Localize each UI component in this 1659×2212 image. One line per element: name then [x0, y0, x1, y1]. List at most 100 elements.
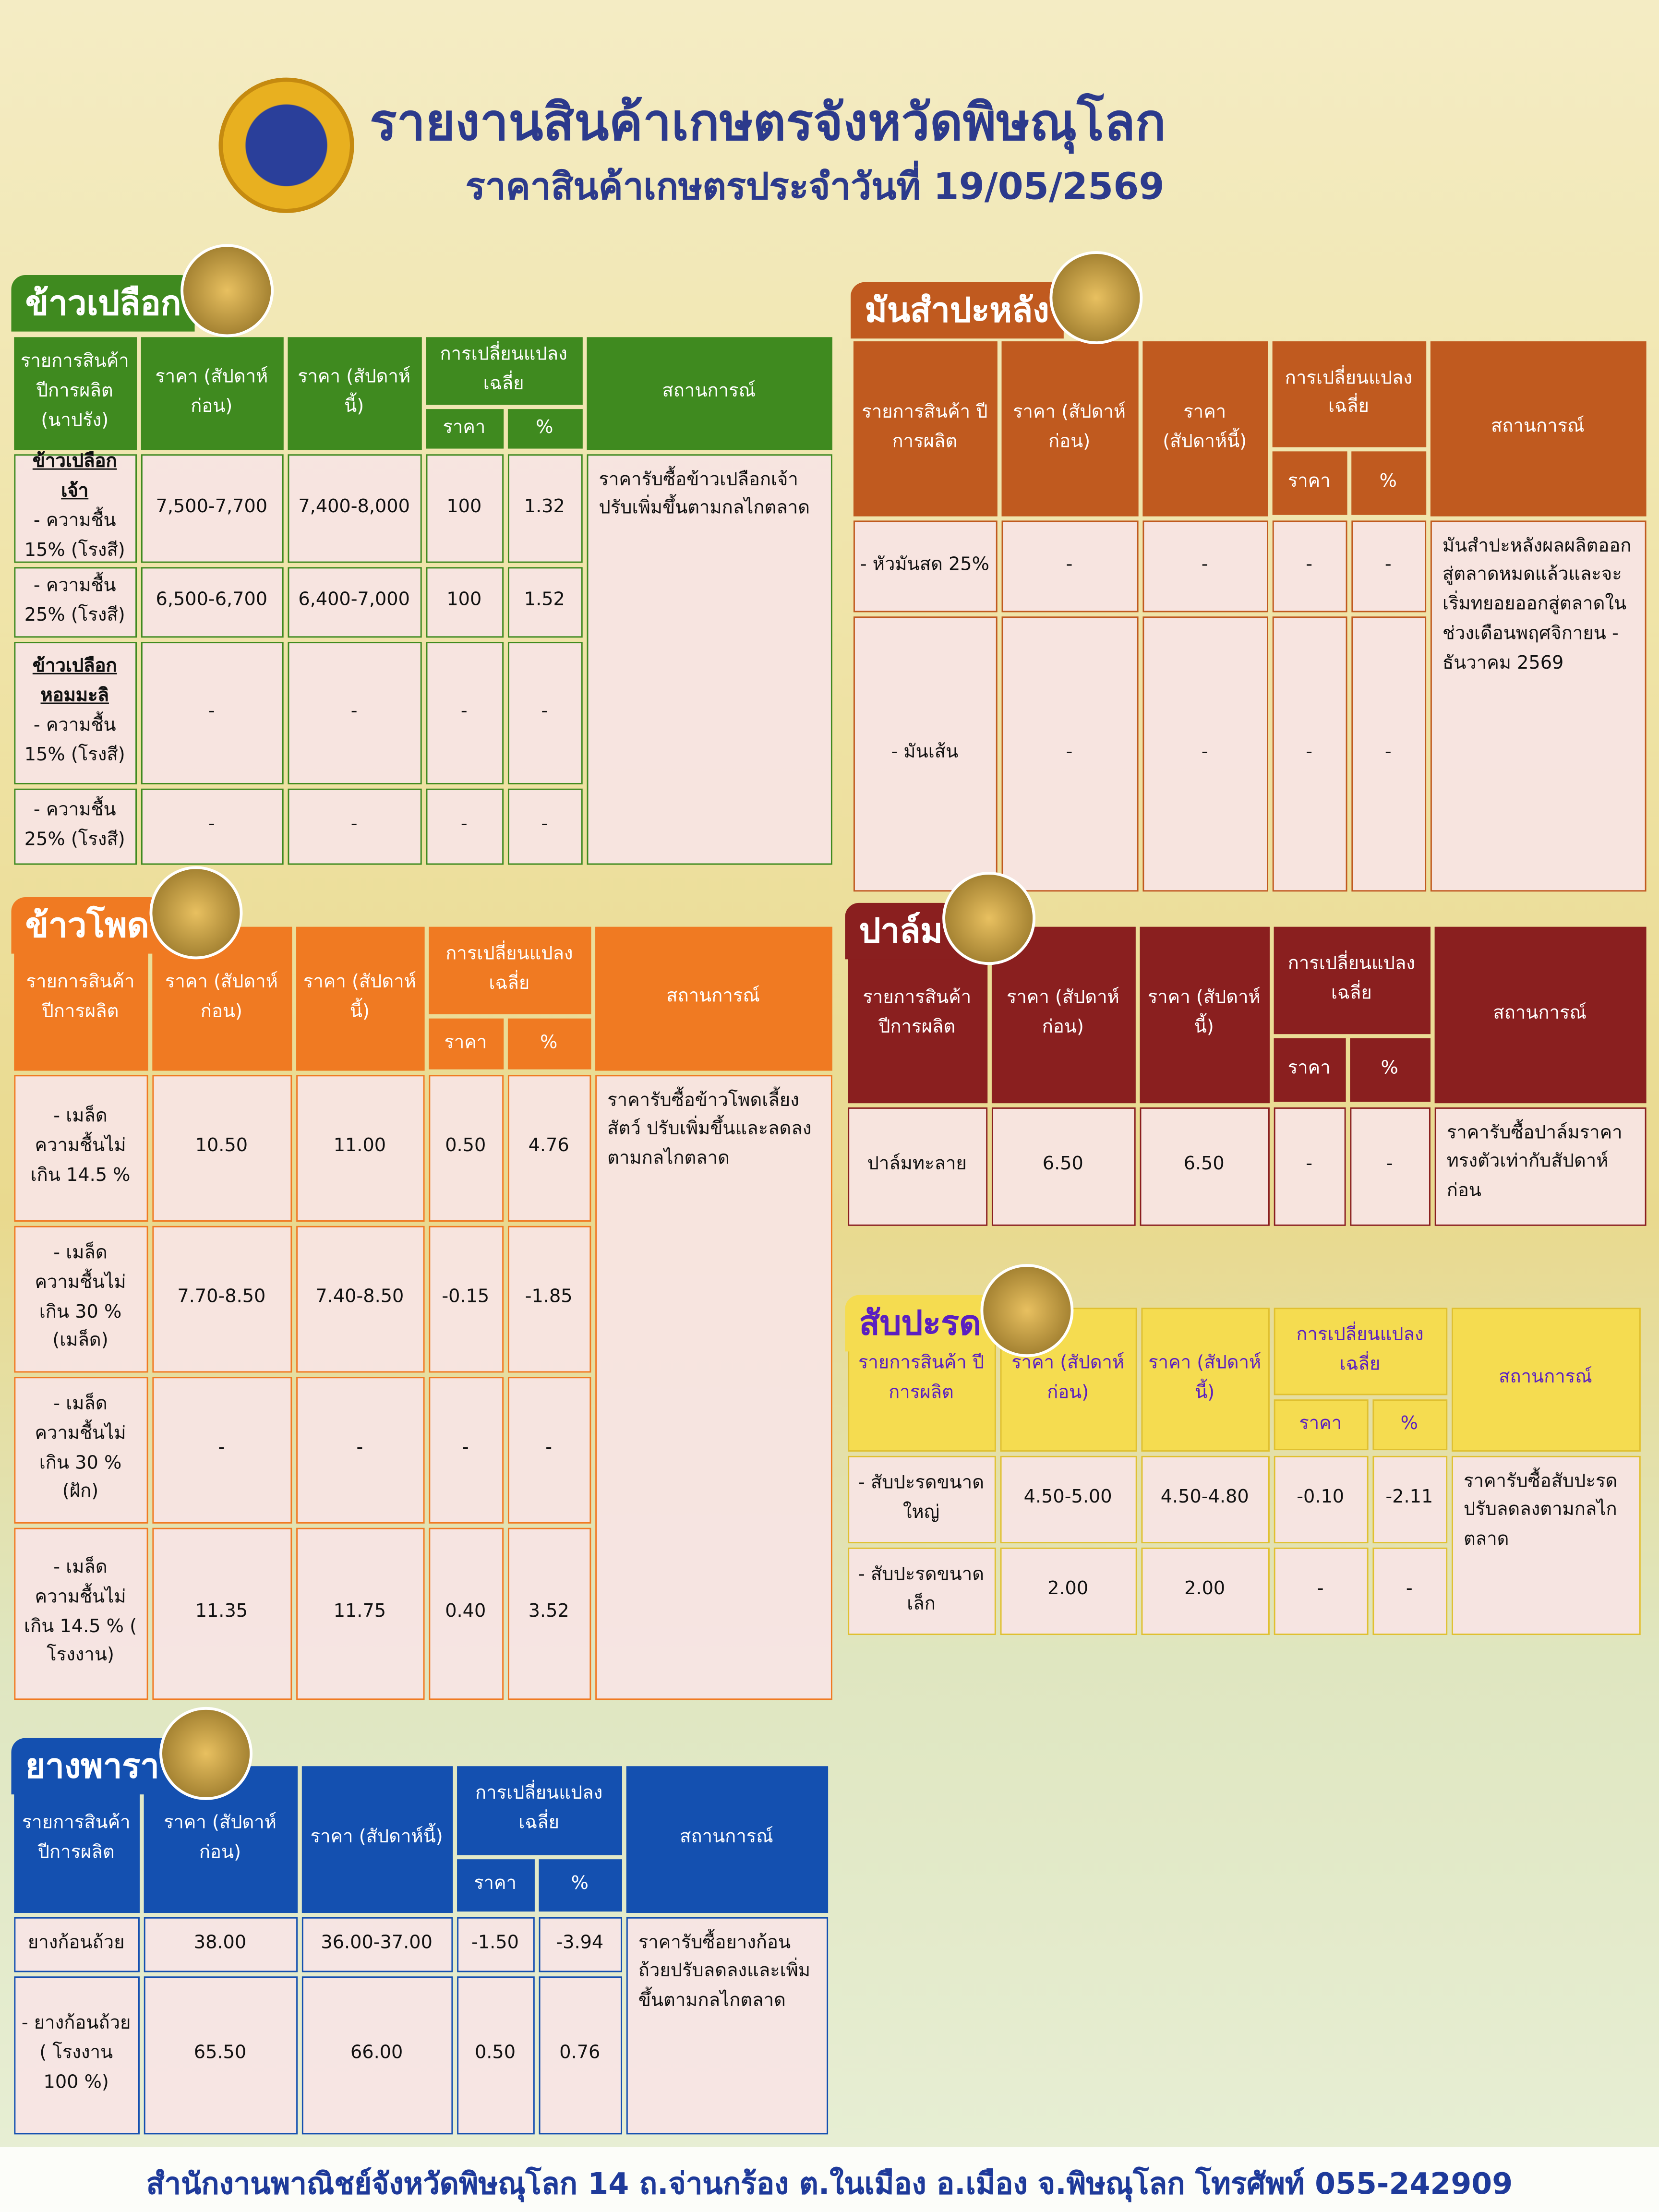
item-cell: - หัวมันสด 25% — [853, 519, 997, 612]
current-price: 36.00-37.00 — [301, 1916, 452, 1972]
prev-price: 2.00 — [999, 1547, 1137, 1635]
item-group: ข้าวเปลือกหอมมะลิ — [32, 656, 117, 707]
header-now: ราคา (สัปดาห์นี้) — [1142, 340, 1268, 516]
header-pct: % — [1350, 452, 1426, 516]
header-change: การเปลี่ยนแปลงเฉลี่ย — [428, 926, 590, 1014]
header-now: ราคา (สัปดาห์นี้) — [301, 1765, 452, 1912]
section-photo — [942, 872, 1036, 965]
item-cell: - ความชื้น 25% (โรงสี) — [13, 788, 136, 865]
item-cell: - ความชื้น 25% (โรงสี) — [13, 566, 136, 637]
item-name: - เมล็ดความชื้นไม่เกิน 30 % (ฝัก) — [35, 1394, 126, 1503]
change-price: - — [1272, 519, 1347, 612]
current-price: - — [287, 788, 421, 865]
prev-price: 65.50 — [143, 1975, 297, 2134]
item-cell: - เมล็ดความชื้นไม่เกิน 30 % (เมล็ด) — [13, 1225, 148, 1372]
change-pct: - — [1371, 1547, 1447, 1635]
prev-price: - — [140, 641, 283, 784]
header-price: ราคา — [428, 1018, 503, 1070]
header-now: ราคา (สัปดาห์นี้) — [1141, 1307, 1269, 1451]
change-pct: 1.52 — [507, 566, 582, 637]
section-photo — [159, 1707, 252, 1800]
header-situation: สถานการณ์ — [586, 336, 832, 450]
prev-price: - — [151, 1376, 291, 1523]
current-price: 6,400-7,000 — [287, 566, 421, 637]
situation: มันสำปะหลังผลผลิตออกสู่ตลาดหมดแล้วและจะเ… — [1430, 519, 1646, 891]
change-price: - — [1273, 1547, 1368, 1635]
change-price: - — [425, 788, 503, 865]
item-name: - ยางก้อนถ้วย ( โรงงาน 100 %) — [21, 2013, 131, 2093]
header-item: รายการสินค้า ปีการผลิต (นาปรัง) — [13, 336, 136, 450]
item-name: ปาล์มทะลาย — [867, 1154, 967, 1176]
header-situation: สถานการณ์ — [1451, 1307, 1640, 1451]
situation: ราคารับซื้อสับปะรดปรับลดลงตามกลไกตลาด — [1451, 1455, 1640, 1635]
item-name: ยางก้อนถ้วย — [27, 1932, 125, 1954]
change-pct: -2.11 — [1371, 1455, 1447, 1543]
title: รายงานสินค้าเกษตรจังหวัดพิษณุโลก — [369, 94, 1166, 153]
change-pct: 0.76 — [538, 1975, 622, 2134]
prev-price: 6,500-6,700 — [140, 566, 283, 637]
subtitle: ราคาสินค้าเกษตรประจำวันที่ 19/05/2569 — [465, 166, 1165, 209]
section-photo — [1049, 251, 1142, 345]
prev-price: 4.50-5.00 — [999, 1455, 1137, 1543]
header-now: ราคา (สัปดาห์นี้) — [287, 336, 421, 450]
header-price: ราคา — [1273, 1038, 1346, 1103]
item-name: - ความชื้น 25% (โรงสี) — [24, 575, 125, 626]
logo — [218, 77, 354, 213]
current-price: - — [287, 641, 421, 784]
change-pct: - — [1349, 1106, 1430, 1226]
change-price: 0.50 — [428, 1074, 503, 1221]
header-pct: % — [1371, 1399, 1447, 1451]
item-name: - เมล็ดความชื้นไม่เกิน 30 % (เมล็ด) — [35, 1242, 126, 1352]
change-pct: 4.76 — [507, 1074, 590, 1221]
current-price: 4.50-4.80 — [1141, 1455, 1269, 1543]
item-name: - มันเส้น — [891, 741, 959, 763]
change-price: - — [428, 1376, 503, 1523]
section-title: ข้าวเปลือก — [11, 275, 195, 332]
current-price: 11.75 — [295, 1527, 424, 1699]
item-name: - เมล็ดความชื้นไม่เกิน 14.5 % ( โรงงาน) — [24, 1557, 137, 1667]
section-title: มันสำปะหลัง — [851, 282, 1064, 339]
change-pct: - — [507, 1376, 590, 1523]
header-pct: % — [538, 1859, 622, 1912]
prev-price: - — [1001, 519, 1138, 612]
item-cell: - เมล็ดความชื้นไม่เกิน 14.5 % ( โรงงาน) — [13, 1527, 148, 1699]
change-price: - — [1273, 1106, 1346, 1226]
change-pct: -3.94 — [538, 1916, 622, 1972]
current-price: - — [295, 1376, 424, 1523]
header-pct: % — [1349, 1038, 1430, 1103]
change-pct: - — [1350, 615, 1426, 891]
header-change: การเปลี่ยนแปลงเฉลี่ย — [425, 336, 582, 405]
item-cell: - ยางก้อนถ้วย ( โรงงาน 100 %) — [13, 1975, 139, 2134]
header-prev: ราคา (สัปดาห์ก่อน) — [991, 926, 1135, 1103]
header-price: ราคา — [1272, 452, 1347, 516]
change-pct: - — [1350, 519, 1426, 612]
current-price: 6.50 — [1139, 1106, 1269, 1226]
header-change: การเปลี่ยนแปลงเฉลี่ย — [1272, 340, 1426, 448]
change-pct: 1.32 — [507, 453, 582, 563]
situation: ราคารับซื้อยางก้อนถ้วยปรับลดลงและเพิ่มขึ… — [625, 1916, 828, 2134]
header-prev: ราคา (สัปดาห์ก่อน) — [1001, 340, 1138, 516]
item-cell: ปาล์มทะลาย — [847, 1106, 987, 1226]
header-price: ราคา — [456, 1859, 534, 1912]
header-pct: % — [507, 1018, 590, 1070]
item-group: ข้าวเปลือกเจ้า — [32, 452, 117, 503]
header-situation: สถานการณ์ — [594, 926, 832, 1070]
item-cell: - เมล็ดความชื้นไม่เกิน 14.5 % — [13, 1074, 148, 1221]
change-price: 0.50 — [456, 1975, 534, 2134]
header-situation: สถานการณ์ — [1434, 926, 1646, 1103]
prev-price: 7,500-7,700 — [140, 453, 283, 563]
prev-price: - — [1001, 615, 1138, 891]
current-price: - — [1142, 519, 1268, 612]
change-price: 0.40 — [428, 1527, 503, 1699]
situation: ราคารับซื้อปาล์มราคาทรงตัวเท่ากับสัปดาห์… — [1434, 1106, 1646, 1226]
change-pct: -1.85 — [507, 1225, 590, 1372]
item-cell: ข้าวเปลือกหอมมะลิ - ความชื้น 15% (โรงสี) — [13, 641, 136, 784]
section-title: ข้าวโพด — [11, 897, 163, 954]
prev-price: 7.70-8.50 — [151, 1225, 291, 1372]
change-pct: - — [507, 641, 582, 784]
item-name: - หัวมันสด 25% — [860, 553, 989, 575]
item-name: - สับปะรดขนาดเล็ก — [858, 1564, 985, 1615]
change-price: -1.50 — [456, 1916, 534, 1972]
header-now: ราคา (สัปดาห์นี้) — [295, 926, 424, 1070]
header-change: การเปลี่ยนแปลงเฉลี่ย — [1273, 926, 1430, 1034]
